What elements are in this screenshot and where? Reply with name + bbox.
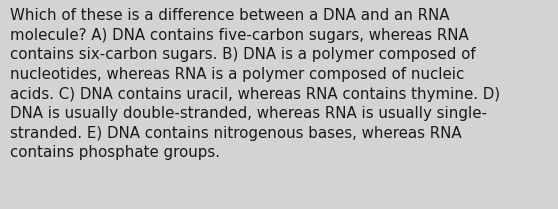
- Text: Which of these is a difference between a DNA and an RNA
molecule? A) DNA contain: Which of these is a difference between a…: [10, 8, 500, 160]
